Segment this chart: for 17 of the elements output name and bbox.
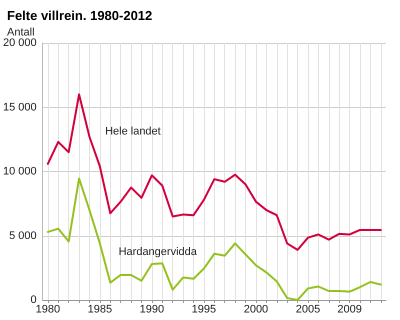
line-series xyxy=(46,178,382,301)
y-tick-label: 15 000 xyxy=(2,101,37,114)
chart-title: Felte villrein. 1980-2012 xyxy=(7,8,152,23)
series-label: Hele landet xyxy=(105,125,161,138)
x-tick-label: 2005 xyxy=(296,304,320,316)
x-tick-label: 1990 xyxy=(140,304,164,316)
x-tick-label: 2009 xyxy=(337,304,362,316)
x-tick-label: 1980 xyxy=(36,304,60,316)
x-tick-label: 1995 xyxy=(192,304,216,316)
y-axis-title: Antall xyxy=(7,26,35,38)
y-tick-label: 5 000 xyxy=(9,230,37,242)
y-tick-label: 10 000 xyxy=(2,166,37,178)
x-tick-label: 1985 xyxy=(88,304,112,316)
y-tick-label: 0 xyxy=(30,294,37,306)
y-tick-label: 20 000 xyxy=(2,37,37,49)
series-label: Hardangervidda xyxy=(118,246,198,258)
x-tick-label: 2000 xyxy=(244,304,268,316)
